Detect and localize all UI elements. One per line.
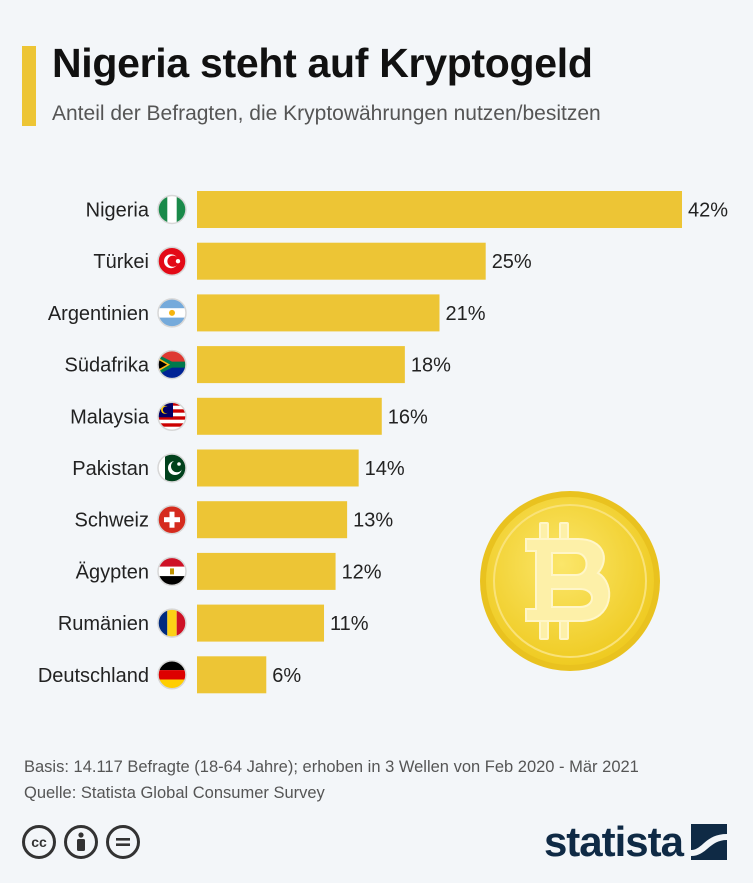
country-label-turkei: Türkei (93, 251, 149, 273)
bar-chart: Nigeria 42% Türkei 25% Argentinien 21% Südafri… (38, 191, 728, 694)
value-label-malaysia: 16% (388, 406, 428, 428)
flag-nigeria-icon (157, 194, 187, 225)
bar-turkei (197, 242, 486, 280)
country-label-schweiz: Schweiz (75, 510, 149, 532)
value-label-deutschland: 6% (272, 665, 301, 687)
bitcoin-coin-icon (480, 491, 660, 671)
value-label-schweiz: 13% (353, 510, 393, 532)
flag-schweiz-icon (157, 504, 187, 535)
footer-source: Quelle: Statista Global Consumer Survey (24, 784, 325, 802)
value-label-agypten: 12% (342, 561, 382, 583)
bar-malaysia (197, 397, 382, 435)
bar-agypten (197, 552, 336, 590)
flag-deutschland-icon (157, 660, 187, 690)
value-label-nigeria: 42% (688, 200, 728, 222)
footer-basis: Basis: 14.117 Befragte (18-64 Jahre); er… (24, 758, 639, 776)
bar-pakistan (197, 449, 359, 487)
country-label-pakistan: Pakistan (72, 458, 149, 480)
bar-rumanien (197, 604, 325, 642)
country-label-deutschland: Deutschland (38, 665, 149, 687)
country-label-rumanien: Rumänien (58, 613, 149, 635)
bar-schweiz (197, 501, 348, 539)
brand-name: statista (543, 818, 684, 865)
bar-sudafrika (197, 346, 405, 384)
value-label-sudafrika: 18% (411, 355, 451, 377)
page-title: Nigeria steht auf Kryptogeld (52, 40, 593, 86)
flag-rumanien-icon (157, 608, 187, 638)
page-subtitle: Anteil der Befragten, die Kryptowährunge… (52, 102, 601, 125)
statista-mark-icon (691, 824, 727, 860)
country-label-malaysia: Malaysia (70, 406, 150, 428)
value-label-pakistan: 14% (365, 458, 405, 480)
country-label-nigeria: Nigeria (86, 200, 150, 222)
value-label-argentinien: 21% (446, 303, 486, 325)
flag-turkei-icon (157, 246, 187, 276)
country-label-agypten: Ägypten (76, 561, 149, 583)
value-label-turkei: 25% (492, 251, 532, 273)
flag-malaysia-icon (157, 401, 187, 432)
bar-deutschland (197, 656, 267, 694)
flag-pakistan-icon (157, 453, 187, 483)
flag-sudafrika-icon (157, 349, 187, 380)
country-label-sudafrika: Südafrika (65, 355, 150, 377)
statista-logo[interactable]: statista (544, 818, 727, 866)
flag-argentinien-icon (157, 298, 187, 328)
bars-layer: Nigeria 42% Türkei 25% Argentinien 21% Südafri… (38, 191, 728, 694)
flag-agypten-icon (157, 556, 187, 587)
bar-nigeria (197, 191, 682, 228)
license-icons: cc (22, 825, 140, 859)
bar-argentinien (197, 294, 440, 332)
title-accent-bar (22, 46, 36, 126)
cc-icon[interactable]: cc (22, 825, 56, 859)
attribution-icon[interactable] (64, 825, 98, 859)
country-label-argentinien: Argentinien (48, 303, 149, 325)
value-label-rumanien: 11% (330, 613, 369, 635)
no-derivatives-icon[interactable] (106, 825, 140, 859)
